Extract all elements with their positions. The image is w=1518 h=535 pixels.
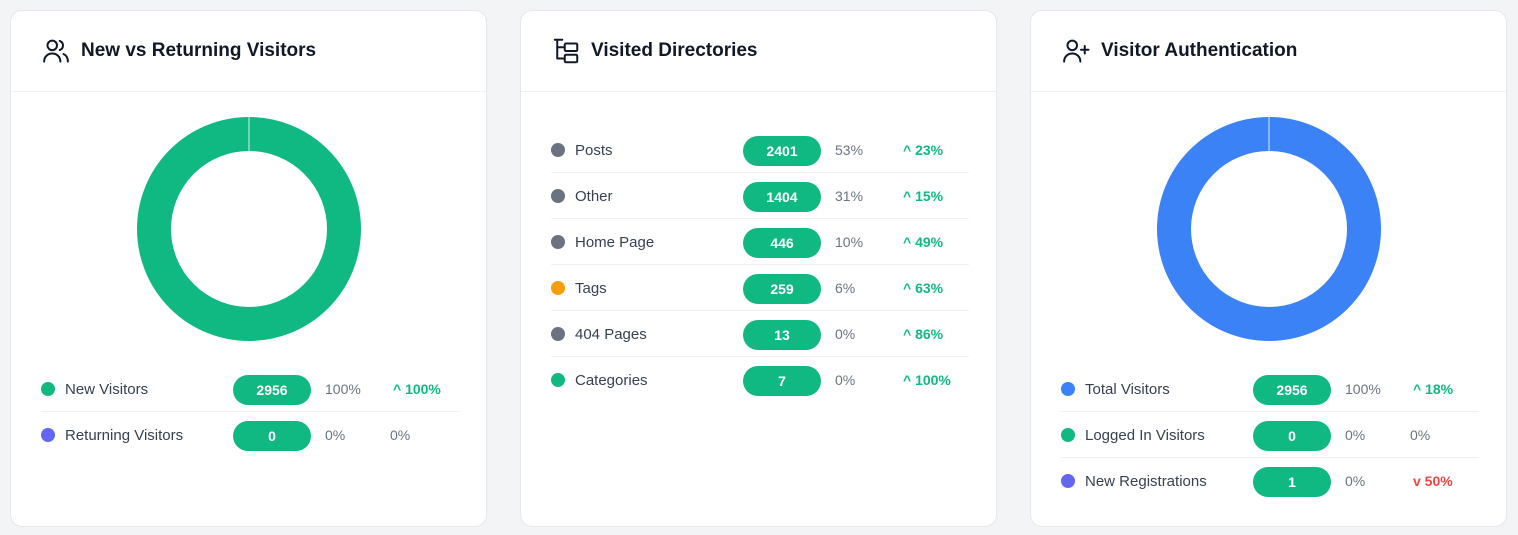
percent-value: 100% [1345, 381, 1381, 397]
user-plus-icon [1063, 39, 1090, 63]
card-header: Visitor Authentication [1031, 11, 1506, 92]
percent-value: 31% [835, 188, 864, 204]
donut-chart [137, 117, 361, 341]
percent-value: 0% [835, 372, 856, 388]
value-badge: 1 [1253, 467, 1331, 497]
card-title: Visited Directories [591, 40, 758, 61]
value-badge: 2956 [233, 375, 311, 405]
percent-value: 100% [325, 381, 361, 397]
row-label: Total Visitors [1085, 381, 1170, 398]
legend-row-new-registrations[interactable]: New Registrations 1 0% v 50% [1061, 458, 1479, 504]
value-badge: 1404 [743, 182, 821, 212]
card-header: New vs Returning Visitors [11, 11, 486, 92]
directory-list: Posts 2401 53% ^ 23% Other 1404 31% ^ 15… [551, 127, 969, 403]
list-item[interactable]: Tags 259 6% ^ 63% [551, 265, 969, 311]
legend-dot [41, 382, 55, 396]
donut-segment-0 [1157, 117, 1381, 341]
percent-value: 0% [835, 326, 856, 342]
percent-value: 0% [1345, 427, 1366, 443]
trend-indicator: ^ 15% [903, 188, 944, 204]
trend-indicator: ^ 86% [903, 326, 944, 342]
legend-dot [551, 189, 565, 203]
list-item[interactable]: Home Page 446 10% ^ 49% [551, 219, 969, 265]
list-item[interactable]: Other 1404 31% ^ 15% [551, 173, 969, 219]
percent-value: 10% [835, 234, 864, 250]
list-item[interactable]: Categories 7 0% ^ 100% [551, 357, 969, 403]
trend-indicator: ^ 63% [903, 280, 944, 296]
value-badge: 7 [743, 366, 821, 396]
percent-value: 6% [835, 280, 856, 296]
trend-indicator: 0% [1410, 427, 1431, 443]
value-badge: 2401 [743, 136, 821, 166]
row-label: New Visitors [65, 381, 149, 398]
trend-indicator: ^ 100% [903, 372, 951, 388]
legend: New Visitors 2956 100% ^ 100% Returning … [41, 366, 459, 458]
row-label: Categories [575, 372, 648, 389]
percent-value: 53% [835, 142, 864, 158]
legend-dot [41, 428, 55, 442]
value-badge: 2956 [1253, 375, 1331, 405]
donut-chart [1157, 117, 1381, 341]
value-badge: 13 [743, 320, 821, 350]
trend-indicator: ^ 23% [903, 142, 944, 158]
card-title: Visitor Authentication [1101, 40, 1298, 61]
list-item[interactable]: 404 Pages 13 0% ^ 86% [551, 311, 969, 357]
value-badge: 259 [743, 274, 821, 304]
trend-indicator: 0% [390, 427, 411, 443]
users-icon [43, 39, 69, 63]
legend-dot [1061, 474, 1075, 488]
row-label: Posts [575, 142, 613, 159]
legend-dot [1061, 382, 1075, 396]
trend-indicator: ^ 18% [1413, 381, 1454, 397]
legend: Total Visitors 2956 100% ^ 18% Logged In… [1061, 366, 1479, 504]
row-label: Other [575, 188, 613, 205]
value-badge: 0 [233, 421, 311, 451]
row-label: Tags [575, 280, 607, 297]
trend-indicator: ^ 100% [393, 381, 441, 397]
row-label: Returning Visitors [65, 427, 184, 444]
legend-dot [551, 327, 565, 341]
trend-indicator: ^ 49% [903, 234, 944, 250]
card-header: Visited Directories [521, 11, 996, 92]
row-label: Home Page [575, 234, 655, 251]
value-badge: 446 [743, 228, 821, 258]
legend-row-logged-in-visitors[interactable]: Logged In Visitors 0 0% 0% [1061, 412, 1479, 458]
card-visited-directories: Visited Directories Posts 2401 53% ^ 23%… [520, 10, 997, 527]
legend-dot [551, 373, 565, 387]
trend-indicator: v 50% [1413, 473, 1453, 489]
legend-dot [551, 235, 565, 249]
card-visitor-authentication: Visitor Authentication Total Visitors 29… [1030, 10, 1507, 527]
percent-value: 0% [1345, 473, 1366, 489]
percent-value: 0% [325, 427, 346, 443]
value-badge: 0 [1253, 421, 1331, 451]
legend-row-returning-visitors[interactable]: Returning Visitors 0 0% 0% [41, 412, 459, 458]
legend-dot [551, 281, 565, 295]
card-title: New vs Returning Visitors [81, 40, 317, 61]
legend-row-total-visitors[interactable]: Total Visitors 2956 100% ^ 18% [1061, 366, 1479, 412]
folder-tree-icon [553, 38, 579, 64]
row-label: New Registrations [1085, 473, 1207, 490]
legend-dot [1061, 428, 1075, 442]
legend-row-new-visitors[interactable]: New Visitors 2956 100% ^ 100% [41, 366, 459, 412]
donut-segment-0 [137, 117, 361, 341]
row-label: Logged In Visitors [1085, 427, 1205, 444]
row-label: 404 Pages [575, 326, 647, 343]
card-new-vs-returning: New vs Returning Visitors New Visitors 2… [10, 10, 487, 527]
legend-dot [551, 143, 565, 157]
list-item[interactable]: Posts 2401 53% ^ 23% [551, 127, 969, 173]
